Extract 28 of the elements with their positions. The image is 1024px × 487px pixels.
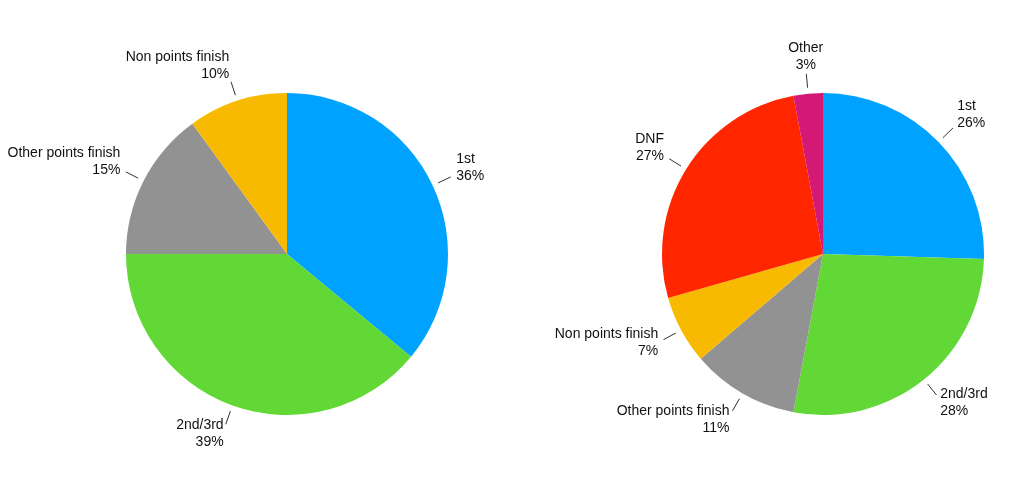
slice-label: 2nd/3rd: [176, 416, 224, 433]
slice-label: Other: [788, 38, 824, 55]
pie-slice: [823, 93, 984, 259]
slice-label: Other points finish: [616, 401, 730, 418]
data-label: 11%: [702, 418, 730, 435]
data-label: 3%: [795, 55, 816, 72]
slice-label: DNF: [635, 130, 665, 147]
data-label: 36%: [456, 166, 485, 183]
data-label: 39%: [195, 433, 224, 450]
data-label: 26%: [957, 114, 986, 131]
slice-label: 2nd/3rd: [940, 384, 988, 401]
pie-slice: [192, 93, 287, 254]
slice-label: 1st: [456, 149, 475, 166]
data-label: 28%: [940, 401, 969, 418]
pie-slice: [793, 93, 823, 254]
pie-slice: [662, 95, 823, 299]
data-label: 10%: [201, 64, 230, 81]
data-label: 7%: [638, 342, 659, 359]
data-label: 15%: [92, 161, 121, 178]
pie-slice: [126, 254, 412, 415]
slice-label: Non points finish: [125, 47, 230, 64]
pie-slice: [287, 93, 448, 357]
data-label: 27%: [635, 147, 665, 164]
pie-slice: [126, 123, 287, 254]
slice-label: 1st: [957, 97, 977, 114]
pie-slice: [668, 254, 823, 359]
slice-label: Other points finish: [7, 144, 121, 161]
slice-label: Non points finish: [554, 325, 659, 342]
